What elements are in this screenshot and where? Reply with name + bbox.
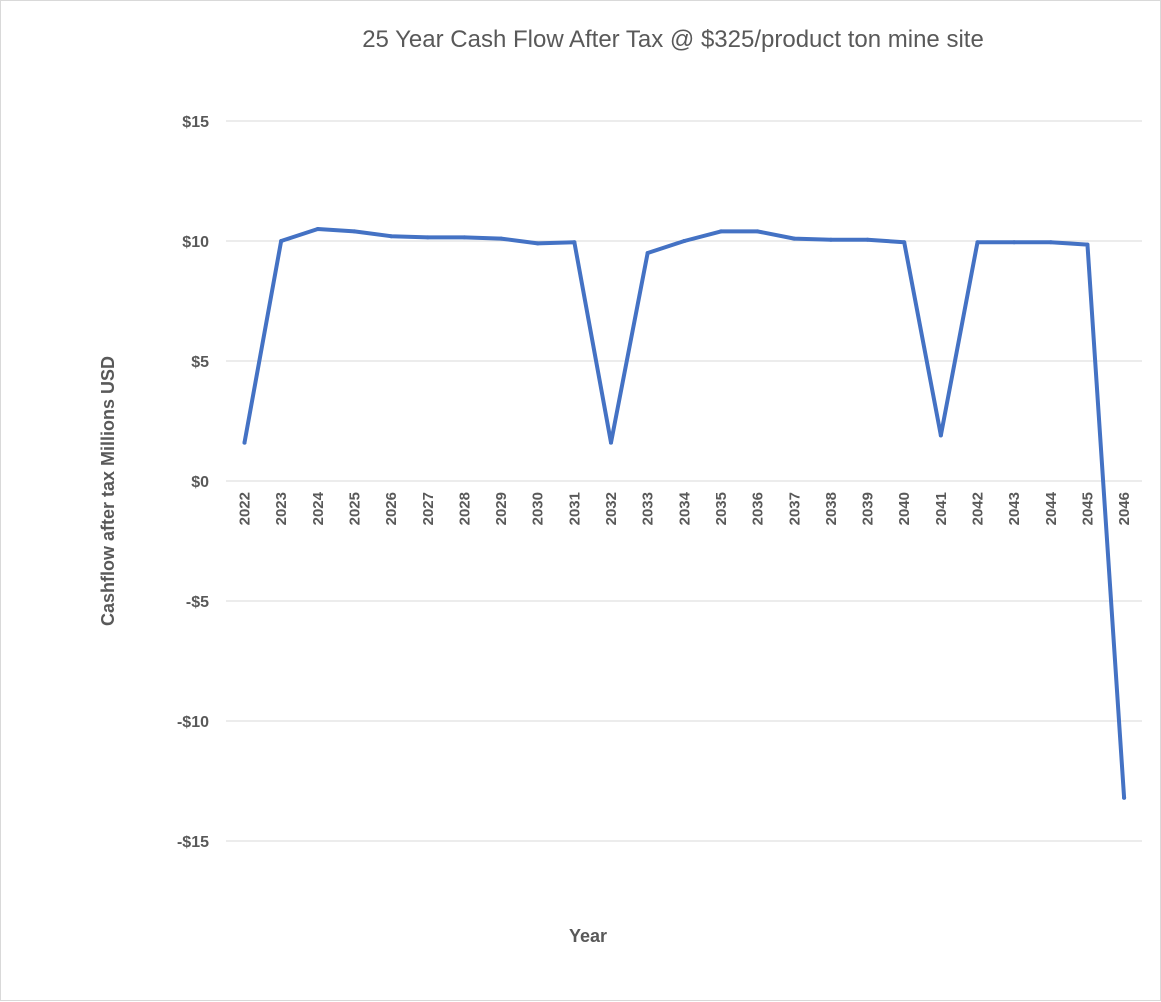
y-tick-label: $10	[182, 234, 209, 251]
data-point	[792, 236, 797, 241]
data-point	[315, 227, 320, 231]
x-tick-label: 2041	[933, 492, 950, 525]
gridlines	[226, 120, 1142, 842]
data-point	[865, 237, 870, 242]
y-axis-label: Cashflow after tax Millions USD	[98, 356, 118, 626]
data-point	[902, 240, 907, 245]
y-tick-label: -$5	[186, 594, 209, 611]
data-point	[718, 229, 723, 234]
data-point	[609, 440, 613, 445]
x-tick-label: 2035	[713, 492, 730, 525]
x-tick-label: 2040	[896, 492, 913, 525]
data-point	[1122, 795, 1127, 800]
x-tick-label: 2031	[566, 492, 583, 525]
x-tick-label: 2046	[1116, 492, 1133, 525]
chart-title: 25 Year Cash Flow After Tax @ $325/produ…	[362, 26, 984, 53]
y-tick-label: -$10	[177, 714, 209, 731]
x-tick-label: 2030	[530, 492, 547, 525]
x-tick-label: 2044	[1043, 491, 1060, 525]
x-tick-label: 2027	[420, 492, 437, 525]
data-point	[1085, 242, 1090, 247]
data-point	[352, 229, 357, 234]
x-axis-label: Year	[569, 926, 607, 946]
x-axis-ticks: 2022 2023 2024 2025 2026 2027 2028 2029 2030 2031…	[237, 491, 1134, 525]
data-point	[755, 229, 760, 234]
data-point	[499, 236, 504, 241]
data-point	[462, 235, 467, 240]
x-tick-label: 2034	[676, 491, 693, 525]
x-tick-label: 2029	[493, 492, 510, 525]
y-tick-label: $15	[182, 114, 209, 131]
data-point	[828, 237, 833, 242]
x-tick-label: 2025	[346, 492, 363, 525]
x-tick-label: 2022	[237, 492, 254, 525]
data-point	[1048, 240, 1053, 245]
data-point	[242, 440, 247, 445]
x-tick-label: 2038	[823, 492, 840, 525]
data-point	[938, 433, 943, 438]
x-tick-label: 2026	[383, 492, 400, 525]
x-tick-label: 2043	[1006, 492, 1023, 525]
data-point	[682, 239, 687, 243]
x-tick-label: 2045	[1079, 492, 1096, 525]
x-tick-label: 2036	[750, 492, 767, 525]
y-tick-label: $5	[191, 354, 209, 371]
x-tick-label: 2024	[310, 491, 327, 525]
x-tick-label: 2037	[786, 492, 803, 525]
data-point	[975, 240, 980, 245]
x-tick-label: 2028	[456, 492, 473, 525]
x-tick-label: 2032	[603, 492, 620, 525]
x-tick-label: 2033	[640, 492, 657, 525]
data-point	[279, 239, 284, 243]
series-layer	[242, 227, 1127, 800]
data-point	[1012, 240, 1017, 245]
data-point	[645, 251, 650, 255]
y-tick-label: $0	[191, 474, 209, 491]
y-axis-ticks: $15 $10 $5 $0 -$5 -$10 -$15	[177, 114, 209, 851]
data-point	[535, 241, 540, 246]
y-tick-label: -$15	[177, 834, 209, 851]
data-point	[572, 240, 577, 245]
data-point	[389, 234, 394, 239]
x-tick-label: 2023	[273, 492, 290, 525]
x-tick-label: 2039	[860, 492, 877, 525]
data-point	[425, 235, 430, 240]
x-tick-label: 2042	[970, 492, 987, 525]
